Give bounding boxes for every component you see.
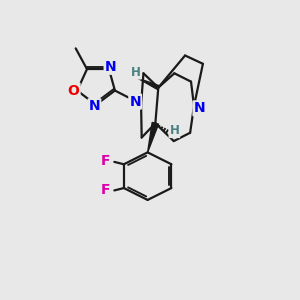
Text: F: F (101, 154, 110, 168)
Text: N: N (105, 60, 116, 74)
Text: N: N (129, 94, 141, 109)
Text: N: N (88, 99, 100, 113)
Text: H: H (131, 66, 141, 79)
Polygon shape (137, 78, 159, 89)
Polygon shape (148, 122, 158, 152)
Text: O: O (68, 84, 80, 98)
Text: H: H (169, 124, 179, 137)
Text: F: F (101, 183, 110, 197)
Text: N: N (194, 101, 205, 116)
